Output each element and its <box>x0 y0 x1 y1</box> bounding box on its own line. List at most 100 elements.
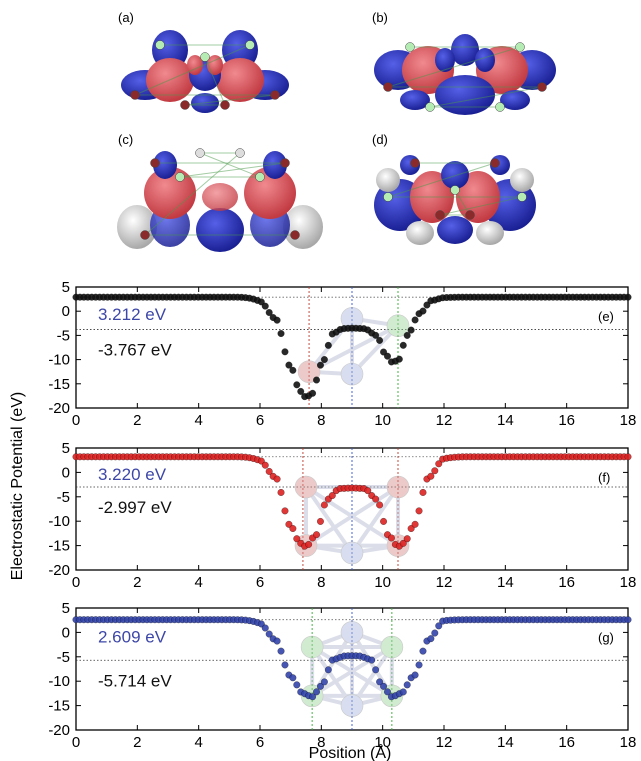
x-tick-label: 6 <box>256 734 264 751</box>
isosurface-lobe <box>441 161 469 189</box>
data-point <box>419 307 427 315</box>
atom <box>290 230 300 240</box>
data-point <box>419 489 427 496</box>
average-potential-label: -5.714 eV <box>98 671 172 690</box>
x-tick-label: 4 <box>194 574 202 591</box>
x-tick-label: 12 <box>436 734 453 751</box>
data-point <box>320 678 328 686</box>
atom <box>155 40 165 50</box>
atom <box>255 172 265 182</box>
data-point <box>399 539 407 547</box>
isosurface-lobe <box>216 58 264 102</box>
structure-atom <box>386 475 410 499</box>
bond <box>429 86 543 108</box>
y-tick-label: 0 <box>62 303 70 320</box>
structure-atom <box>340 694 364 717</box>
data-point <box>624 453 632 461</box>
data-point <box>380 682 387 690</box>
data-point <box>415 507 423 515</box>
atom <box>515 42 525 52</box>
data-point <box>324 666 332 674</box>
isosurface-panel-b <box>374 34 556 115</box>
atom <box>465 210 475 220</box>
data-point <box>403 535 411 543</box>
x-tick-label: 8 <box>317 574 325 591</box>
data-point <box>257 620 265 628</box>
data-point <box>403 681 411 689</box>
structure-bond <box>311 693 353 708</box>
y-tick-label: 5 <box>62 600 70 617</box>
data-point <box>435 460 443 468</box>
structure-atom <box>340 541 364 565</box>
structure-bond <box>308 369 353 377</box>
data-point <box>384 688 391 696</box>
x-tick-label: 6 <box>256 412 264 429</box>
isosurface-lobe <box>435 48 455 72</box>
atom <box>140 230 150 240</box>
x-tick-label: 2 <box>133 574 141 591</box>
isosurface-panel-d <box>374 155 536 245</box>
data-point <box>376 678 384 686</box>
structure-atom <box>386 314 410 338</box>
structure-atom <box>300 635 324 659</box>
x-tick-label: 18 <box>620 734 637 751</box>
atom <box>220 100 230 110</box>
data-point <box>273 475 281 483</box>
bond <box>134 44 251 96</box>
data-point <box>297 387 305 395</box>
data-point <box>380 517 387 525</box>
data-point <box>285 361 293 369</box>
panel-label: (e) <box>598 309 614 324</box>
data-point <box>395 355 403 363</box>
x-tick-label: 0 <box>72 574 80 591</box>
isosurface-lobe <box>406 221 434 245</box>
atom <box>130 90 140 100</box>
atom <box>270 90 280 100</box>
bond <box>144 152 241 236</box>
atom <box>537 82 547 92</box>
data-point <box>372 495 380 503</box>
structure-overlay <box>294 475 410 565</box>
structure-bond <box>310 645 354 707</box>
data-point <box>261 461 269 469</box>
data-point <box>317 517 324 525</box>
bond <box>439 196 523 216</box>
data-point <box>403 331 411 339</box>
isosurface-lobe <box>510 168 534 192</box>
atom <box>280 158 290 168</box>
data-point <box>320 356 328 363</box>
isosurface-panel-c <box>117 148 323 252</box>
data-point <box>277 489 285 496</box>
structure-bond <box>350 324 400 376</box>
data-point <box>281 348 289 356</box>
data-point <box>411 671 419 679</box>
x-tick-label: 10 <box>374 412 391 429</box>
data-point <box>309 389 317 397</box>
bond <box>199 152 261 178</box>
atom <box>450 185 460 195</box>
data-point <box>309 693 317 701</box>
isosurface-lobe <box>437 216 473 244</box>
x-tick-label: 4 <box>194 734 202 751</box>
x-tick-label: 2 <box>133 734 141 751</box>
vacuum-level-label: 2.609 eV <box>98 628 167 647</box>
data-point <box>411 316 419 324</box>
isosurface-lobe <box>187 55 203 75</box>
atom <box>245 40 255 50</box>
atom <box>435 210 445 220</box>
bond <box>179 162 286 178</box>
structure-atom <box>340 621 364 644</box>
potential-charts: 50-5-10-15-200 2 4 6 8 10 12 14 16 183.212 eV-3.7… <box>48 279 636 751</box>
atom <box>150 158 160 168</box>
atom <box>517 192 527 202</box>
isosurface-lobe <box>400 90 430 110</box>
data-point <box>387 534 395 542</box>
y-tick-label: -5 <box>57 327 70 344</box>
x-tick-label: 10 <box>374 574 391 591</box>
atom <box>495 102 505 112</box>
shared-y-axis-label: Electrostatic Potential (eV) <box>9 392 26 581</box>
data-point <box>265 309 273 316</box>
isosurface-lobe <box>435 75 495 115</box>
structure-atom <box>340 362 364 386</box>
y-tick-label: 5 <box>62 440 70 457</box>
